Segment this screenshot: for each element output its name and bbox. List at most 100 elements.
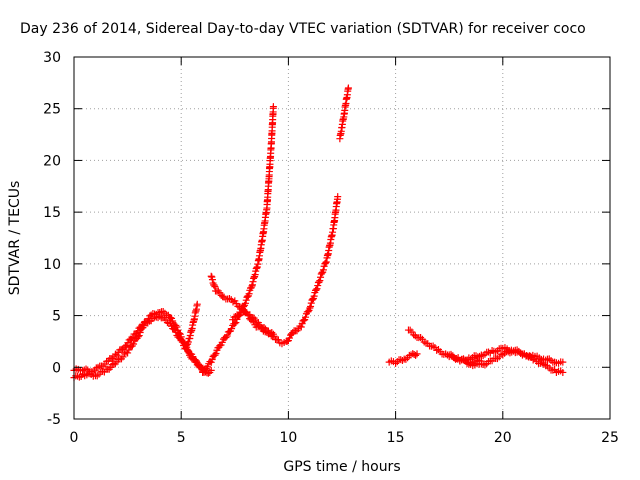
data-point — [315, 278, 323, 286]
data-point — [242, 296, 250, 304]
data-point — [316, 277, 324, 285]
data-point — [211, 351, 219, 359]
x-tick-label: 25 — [601, 430, 619, 446]
y-tick-label: 15 — [43, 205, 61, 221]
data-points — [70, 84, 567, 382]
data-point — [302, 313, 310, 321]
data-point — [545, 355, 553, 363]
y-tick-label: 5 — [52, 309, 61, 325]
ticks — [73, 56, 611, 420]
data-point — [129, 334, 137, 342]
data-point — [139, 320, 147, 328]
data-point — [285, 334, 293, 342]
data-point — [319, 266, 327, 274]
data-point — [218, 338, 226, 346]
x-tick-label: 15 — [387, 430, 405, 446]
chart-title: Day 236 of 2014, Sidereal Day-to-day VTE… — [20, 21, 586, 37]
data-point — [222, 333, 230, 341]
y-tick-label: -5 — [47, 412, 61, 428]
data-point — [233, 313, 241, 321]
y-axis-label: SDTVAR / TECUs — [7, 181, 23, 296]
data-point — [269, 103, 277, 111]
data-point — [313, 285, 321, 293]
data-point — [208, 356, 216, 364]
data-point — [178, 338, 186, 346]
data-point — [207, 272, 215, 280]
series-arc-2 — [70, 312, 207, 376]
data-point — [182, 342, 190, 350]
data-point — [207, 366, 215, 374]
data-point — [204, 363, 212, 371]
data-point — [314, 282, 322, 290]
data-point — [128, 335, 136, 343]
data-point — [234, 302, 242, 310]
data-point — [121, 350, 129, 358]
data-point — [189, 355, 197, 363]
data-point — [241, 308, 249, 316]
data-point — [181, 345, 189, 353]
data-point — [398, 357, 406, 365]
series-arc-11 — [456, 344, 567, 376]
x-tick-label: 10 — [279, 430, 297, 446]
data-point — [212, 349, 220, 357]
data-point — [299, 317, 307, 325]
data-point — [166, 319, 174, 327]
data-point — [130, 340, 138, 348]
y-tick-label: 25 — [43, 102, 61, 118]
data-point — [392, 359, 400, 367]
x-tick-label: 5 — [177, 430, 186, 446]
data-point — [193, 300, 201, 308]
series-arc-7 — [336, 84, 352, 143]
data-point — [312, 286, 320, 294]
data-point — [307, 302, 315, 310]
data-point — [159, 307, 167, 315]
data-point — [322, 259, 330, 267]
data-point — [551, 358, 559, 366]
data-point — [124, 349, 132, 357]
data-point — [231, 320, 239, 328]
data-point — [210, 281, 218, 289]
data-point — [308, 296, 316, 304]
data-point — [479, 352, 487, 360]
data-point — [411, 332, 419, 340]
data-point — [559, 358, 567, 366]
data-point — [214, 287, 222, 295]
data-point — [322, 258, 330, 266]
data-point — [228, 325, 236, 333]
series-arc-8 — [385, 350, 421, 367]
y-tick-label: 0 — [52, 360, 61, 376]
data-point — [334, 193, 342, 201]
data-point — [307, 299, 315, 307]
data-point — [304, 308, 312, 316]
data-point — [417, 334, 425, 342]
data-point — [109, 355, 117, 363]
data-point — [223, 332, 231, 340]
data-point — [559, 368, 567, 376]
series-arc-6 — [229, 193, 342, 348]
series-arc-3 — [181, 300, 201, 353]
data-point — [79, 367, 87, 375]
plot-frame — [73, 56, 611, 420]
data-point — [208, 276, 216, 284]
data-point — [211, 283, 219, 291]
data-point — [177, 337, 185, 345]
data-point — [297, 323, 305, 331]
data-point — [156, 312, 164, 320]
data-point — [317, 273, 325, 281]
data-point — [306, 304, 314, 312]
x-tick-label: 20 — [494, 430, 512, 446]
data-point — [412, 351, 420, 359]
series-arc-4 — [199, 103, 277, 376]
data-point — [108, 361, 116, 369]
y-tick-label: 20 — [43, 153, 61, 169]
data-point — [89, 368, 97, 376]
data-point — [274, 336, 282, 344]
data-point — [242, 299, 250, 307]
data-point — [310, 292, 318, 300]
grid — [74, 57, 610, 419]
data-point — [94, 363, 102, 371]
y-tick-label: 30 — [43, 50, 61, 66]
data-point — [119, 353, 127, 361]
data-point — [172, 321, 180, 329]
